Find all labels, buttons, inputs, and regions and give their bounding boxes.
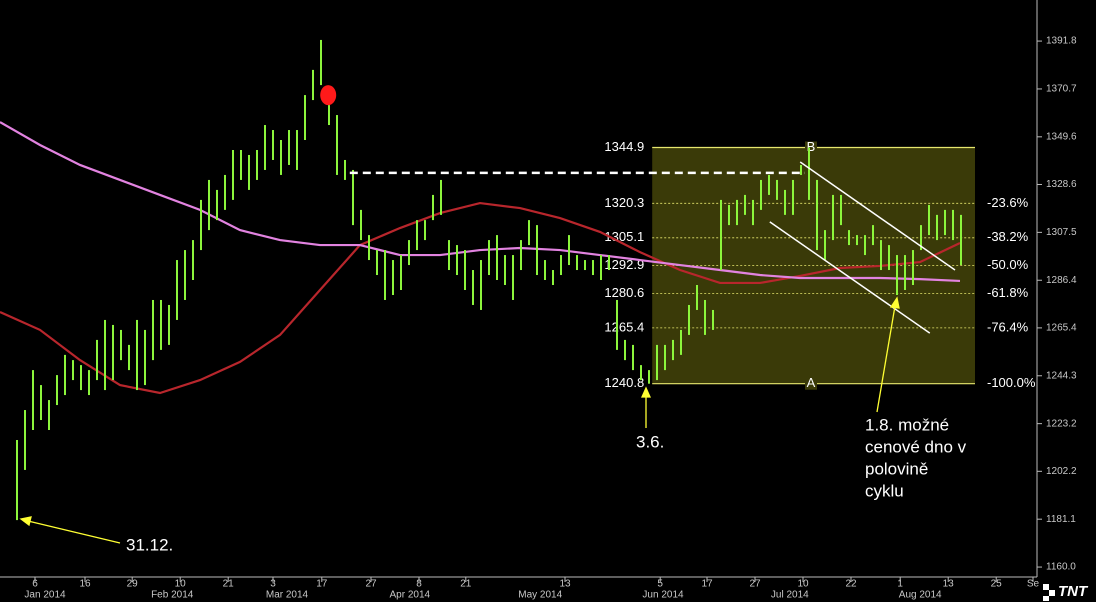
x-tick-label: 3 [270,579,276,590]
x-tick-label: 1 [897,579,903,590]
arrowhead [889,296,900,309]
plot: 1344.9 1320.3 -23.6% 1305.1 -38.2% 1292.9 -50.… [0,39,1036,521]
month-label: Apr 2014 [390,590,431,601]
y-tick-label: 1181.1 [1046,514,1076,525]
x-tick-label: 22 [845,579,857,590]
x-tick-label: 6 [32,579,38,590]
x-tick-label: 17 [701,579,713,590]
annotation: cyklu [865,481,904,500]
y-tick-label: 1160.0 [1046,562,1076,573]
x-tick-label: 27 [749,579,761,590]
month-label: May 2014 [518,590,562,601]
y-tick-label: 1370.7 [1046,84,1077,95]
channel-line [799,161,956,271]
fib-price-label: 1305.1 [604,229,644,244]
fib-point-label: A [807,375,816,390]
y-tick-label: 1391.8 [1046,36,1077,47]
annotation: cenové dno v [865,437,967,456]
fib-ratio-label: -61.8% [987,285,1029,300]
x-tick-label: 25 [991,579,1003,590]
x-tick-label: 29 [127,579,139,590]
x-tick-label: 16 [79,579,91,590]
y-tick-label: 1349.6 [1046,131,1077,142]
fib-ratio-label: -100.0% [987,375,1036,390]
y-tick-label: 1223.2 [1046,418,1077,429]
fib-ratio-label: -23.6% [987,195,1029,210]
y-tick-label: 1286.4 [1046,275,1077,286]
annotation: polovině [865,459,928,478]
arrowhead [640,386,652,398]
month-label: Aug 2014 [899,590,942,601]
fib-price-label: 1280.6 [604,285,644,300]
x-tick-label: 27 [365,579,377,590]
fib-price-label: 1292.9 [604,257,644,272]
x-tick-label: Se [1027,579,1040,590]
fib-ratio-label: -76.4% [987,319,1029,334]
fib-price-label: 1240.8 [604,375,644,390]
y-tick-label: 1202.2 [1046,466,1077,477]
y-tick-label: 1265.4 [1046,323,1077,334]
moving-average [0,201,961,395]
fib-point-bg [805,377,817,390]
x-tick-label: 13 [559,579,571,590]
arrowhead [19,516,32,527]
annotation: 1.8. možné [865,415,949,434]
fib-ratio-label: -38.2% [987,229,1029,244]
x-tick-label: 21 [460,579,472,590]
y-tick-label: 1328.6 [1046,179,1077,190]
x-tick-label: 10 [797,579,809,590]
month-label: Mar 2014 [266,590,309,601]
y-tick-label: 1244.3 [1046,370,1077,381]
marker [320,85,337,106]
fib-ratio-label: -50.0% [987,257,1029,272]
logo: TNT [1040,580,1096,602]
x-tick-label: 21 [223,579,235,590]
logo-check [1043,584,1049,590]
arrow [27,520,121,544]
channel-line [769,221,931,334]
fib-point-label: B [807,139,816,154]
moving-average [0,121,961,283]
month-label: Jun 2014 [642,590,684,601]
fib-price-label: 1265.4 [604,319,644,334]
logo-text: TNT [1058,583,1089,600]
x-tick-label: 8 [416,579,422,590]
logo-check [1043,596,1049,601]
arrow [876,305,896,413]
annotation: 31.12. [126,535,173,554]
x-tick-label: 10 [175,579,187,590]
logo-check [1049,590,1055,596]
month-label: Jul 2014 [771,590,809,601]
logo-box [1040,580,1096,602]
x-tick-label: 17 [316,579,328,590]
fib-price-label: 1320.3 [604,195,644,210]
month-label: Feb 2014 [151,590,194,601]
x-tick-label: 5 [657,579,663,590]
arrows [19,296,900,544]
y-tick-label: 1307.5 [1046,227,1077,238]
fib-price-label: 1344.9 [604,139,644,154]
annotation: 3.6. [636,432,664,451]
month-label: Jan 2014 [24,590,66,601]
x-tick-label: 13 [943,579,955,590]
